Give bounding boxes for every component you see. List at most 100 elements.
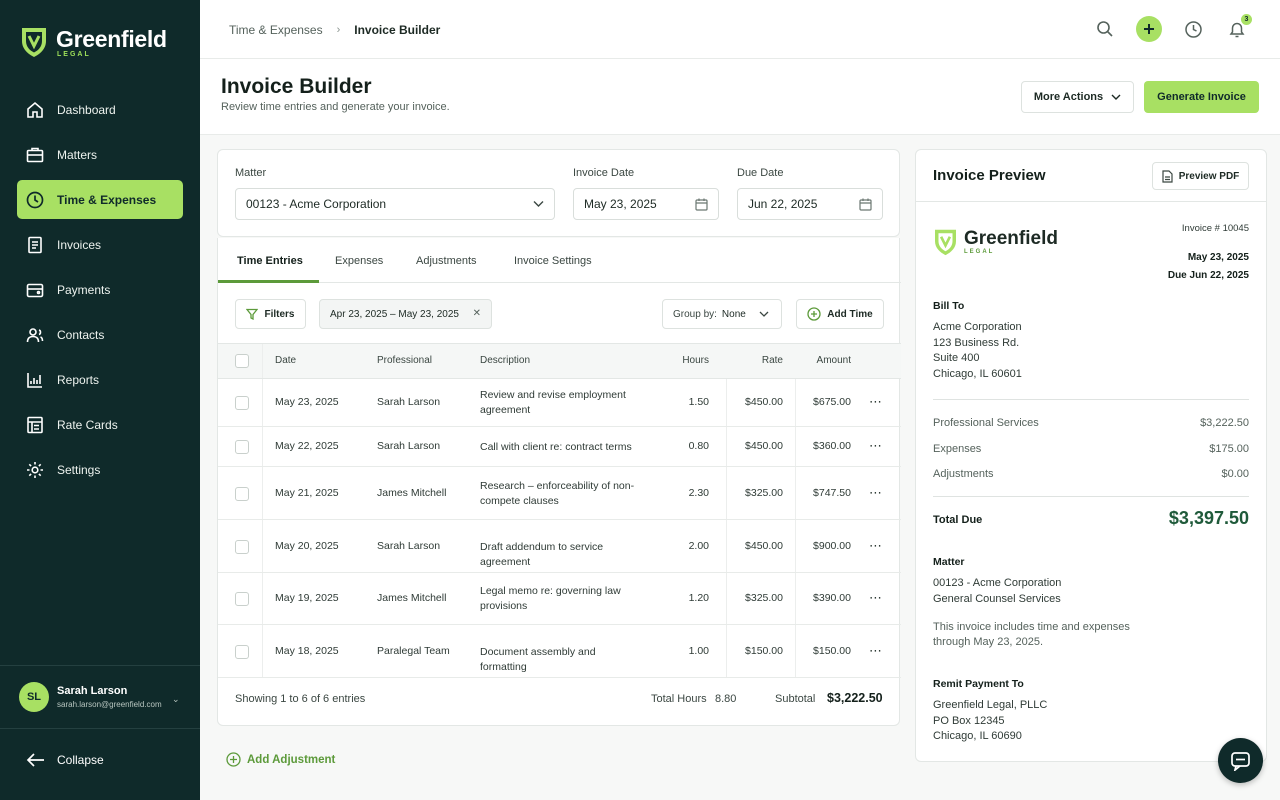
table-row[interactable]: May 21, 2025 James Mitchell Research – enf… xyxy=(218,467,901,520)
clock-icon xyxy=(26,191,44,208)
sidebar-item-payments[interactable]: Payments xyxy=(17,270,183,309)
more-horizontal-icon[interactable]: ⋯ xyxy=(869,590,883,605)
sidebar-item-contacts[interactable]: Contacts xyxy=(17,315,183,354)
group-by-select[interactable]: Group by: None xyxy=(662,299,782,329)
breadcrumb-link[interactable]: Time & Expenses xyxy=(229,23,323,37)
create-button[interactable] xyxy=(1136,16,1162,42)
close-icon[interactable]: ✕ xyxy=(472,308,481,319)
invoice-date: May 23, 2025 xyxy=(1187,252,1249,263)
sidebar-item-label: Settings xyxy=(57,462,101,477)
breadcrumb: Time & Expenses › Invoice Builder xyxy=(229,23,440,37)
line-value: $0.00 xyxy=(1221,468,1249,480)
tab-adjustments[interactable]: Adjustments xyxy=(416,255,477,267)
row-checkbox[interactable] xyxy=(235,539,249,554)
more-horizontal-icon[interactable]: ⋯ xyxy=(869,394,883,409)
row-date: May 20, 2025 xyxy=(275,539,339,552)
more-horizontal-icon[interactable]: ⋯ xyxy=(869,537,883,553)
row-amount: $900.00 xyxy=(813,539,851,552)
bell-icon xyxy=(1229,22,1245,37)
sidebar-item-time-expenses[interactable]: Time & Expenses xyxy=(17,180,183,219)
table-row[interactable]: May 22, 2025 Sarah Larson Call with client… xyxy=(218,427,901,467)
brand-name: Greenfield xyxy=(56,25,167,52)
time-entries-card: Time Entries Expenses Adjustments Invoic… xyxy=(217,238,901,726)
row-checkbox[interactable] xyxy=(235,396,249,410)
sidebar-item-matters[interactable]: Matters xyxy=(17,135,183,174)
sidebar-item-invoices[interactable]: Invoices xyxy=(17,225,183,264)
due-date-field[interactable]: Jun 22, 2025 xyxy=(737,188,883,220)
row-checkbox[interactable] xyxy=(235,644,249,659)
row-description: Document assembly and formatting xyxy=(480,645,596,673)
subtotal-value: $3,222.50 xyxy=(827,691,883,705)
tab-time-entries[interactable]: Time Entries xyxy=(237,255,303,267)
briefcase-icon xyxy=(26,147,44,162)
shield-logo-icon xyxy=(935,229,956,256)
col-rate[interactable]: Rate xyxy=(761,355,783,366)
group-by-value: None xyxy=(721,308,746,320)
shield-logo-icon xyxy=(22,28,46,57)
tab-bar: Time Entries Expenses Adjustments Invoic… xyxy=(218,246,901,283)
table-header: Date Professional Description Hours Rate… xyxy=(218,343,901,379)
total-hours-label: Total Hours xyxy=(651,693,707,705)
preview-pdf-button[interactable]: Preview PDF xyxy=(1152,162,1249,190)
page-subtitle: Review time entries and generate your in… xyxy=(221,101,450,113)
remit-line: Chicago, IL 60690 xyxy=(933,730,1022,742)
col-description[interactable]: Description xyxy=(480,355,531,366)
invoice-brand-sub: LEGAL xyxy=(964,249,995,255)
sidebar-item-settings[interactable]: Settings xyxy=(17,450,183,489)
row-professional: Sarah Larson xyxy=(377,396,441,408)
more-horizontal-icon[interactable]: ⋯ xyxy=(869,642,883,658)
sidebar-item-dashboard[interactable]: Dashboard xyxy=(17,90,183,129)
chevron-down-icon: ⌄ xyxy=(172,694,180,704)
table-row[interactable]: May 23, 2025 Sarah Larson Review and revis… xyxy=(218,379,901,427)
more-horizontal-icon[interactable]: ⋯ xyxy=(869,484,883,500)
add-adjustment-button[interactable]: Add Adjustment xyxy=(226,752,335,767)
sidebar-item-label: Dashboard xyxy=(57,102,116,117)
filters-button[interactable]: Filters xyxy=(235,299,306,329)
more-horizontal-icon[interactable]: ⋯ xyxy=(869,438,883,453)
top-bar: Time & Expenses › Invoice Builder 3 xyxy=(200,0,1280,59)
time-entries-table: Date Professional Description Hours Rate… xyxy=(218,343,901,678)
row-date: May 23, 2025 xyxy=(275,396,339,408)
row-checkbox[interactable] xyxy=(235,486,249,501)
collapse-button[interactable]: Collapse xyxy=(26,752,104,768)
row-checkbox[interactable] xyxy=(235,592,249,606)
chat-button[interactable] xyxy=(1218,738,1263,783)
add-time-button[interactable]: Add Time xyxy=(796,299,884,329)
remit-line: Greenfield Legal, PLLC xyxy=(933,699,1048,711)
brand-sub: LEGAL xyxy=(57,50,91,58)
col-hours[interactable]: Hours xyxy=(682,355,709,366)
avatar: SL xyxy=(19,682,49,712)
col-date[interactable]: Date xyxy=(275,355,297,366)
matter-select[interactable]: 00123 - Acme Corporation xyxy=(235,188,555,220)
table-row[interactable]: May 20, 2025 Sarah Larson Draft addendum t… xyxy=(218,520,901,573)
brand-logo[interactable]: Greenfield LEGAL xyxy=(20,26,167,58)
rate-card-icon xyxy=(27,416,43,433)
user-menu[interactable]: SL Sarah Larson sarah.larson@greenfield.… xyxy=(0,665,200,729)
notifications-button[interactable]: 3 xyxy=(1224,14,1252,42)
col-amount[interactable]: Amount xyxy=(816,355,851,366)
history-button[interactable] xyxy=(1180,16,1206,42)
table-row[interactable]: May 18, 2025 Paralegal Team Document assem… xyxy=(218,625,901,678)
select-all-checkbox[interactable] xyxy=(235,354,249,368)
row-checkbox[interactable] xyxy=(235,440,249,454)
tab-expenses[interactable]: Expenses xyxy=(335,255,384,267)
invoice-date-field[interactable]: May 23, 2025 xyxy=(573,188,719,220)
sidebar-item-reports[interactable]: Reports xyxy=(17,360,183,399)
row-hours: 1.00 xyxy=(688,644,709,657)
sidebar-item-rate-cards[interactable]: Rate Cards xyxy=(17,405,183,444)
search-button[interactable] xyxy=(1092,16,1118,42)
user-name: Sarah Larson xyxy=(57,685,128,697)
table-row[interactable]: May 19, 2025 James Mitchell Legal memo re:… xyxy=(218,573,901,625)
date-range-chip[interactable]: Apr 23, 2025 – May 23, 2025 ✕ xyxy=(319,299,492,329)
row-description: Research – enforceability of non-compete… xyxy=(480,479,635,507)
add-time-label: Add Time xyxy=(827,308,873,320)
date-range-label: Apr 23, 2025 – May 23, 2025 xyxy=(330,308,459,320)
generate-invoice-button[interactable]: Generate Invoice xyxy=(1144,81,1259,113)
tab-invoice-settings[interactable]: Invoice Settings xyxy=(514,255,592,267)
table-footer: Showing 1 to 6 of 6 entries Total Hours … xyxy=(218,678,901,718)
col-professional[interactable]: Professional xyxy=(377,355,433,366)
more-actions-button[interactable]: More Actions xyxy=(1021,81,1134,113)
row-rate: $325.00 xyxy=(745,486,783,499)
preview-pdf-label: Preview PDF xyxy=(1178,170,1240,182)
chevron-right-icon: › xyxy=(336,24,341,36)
